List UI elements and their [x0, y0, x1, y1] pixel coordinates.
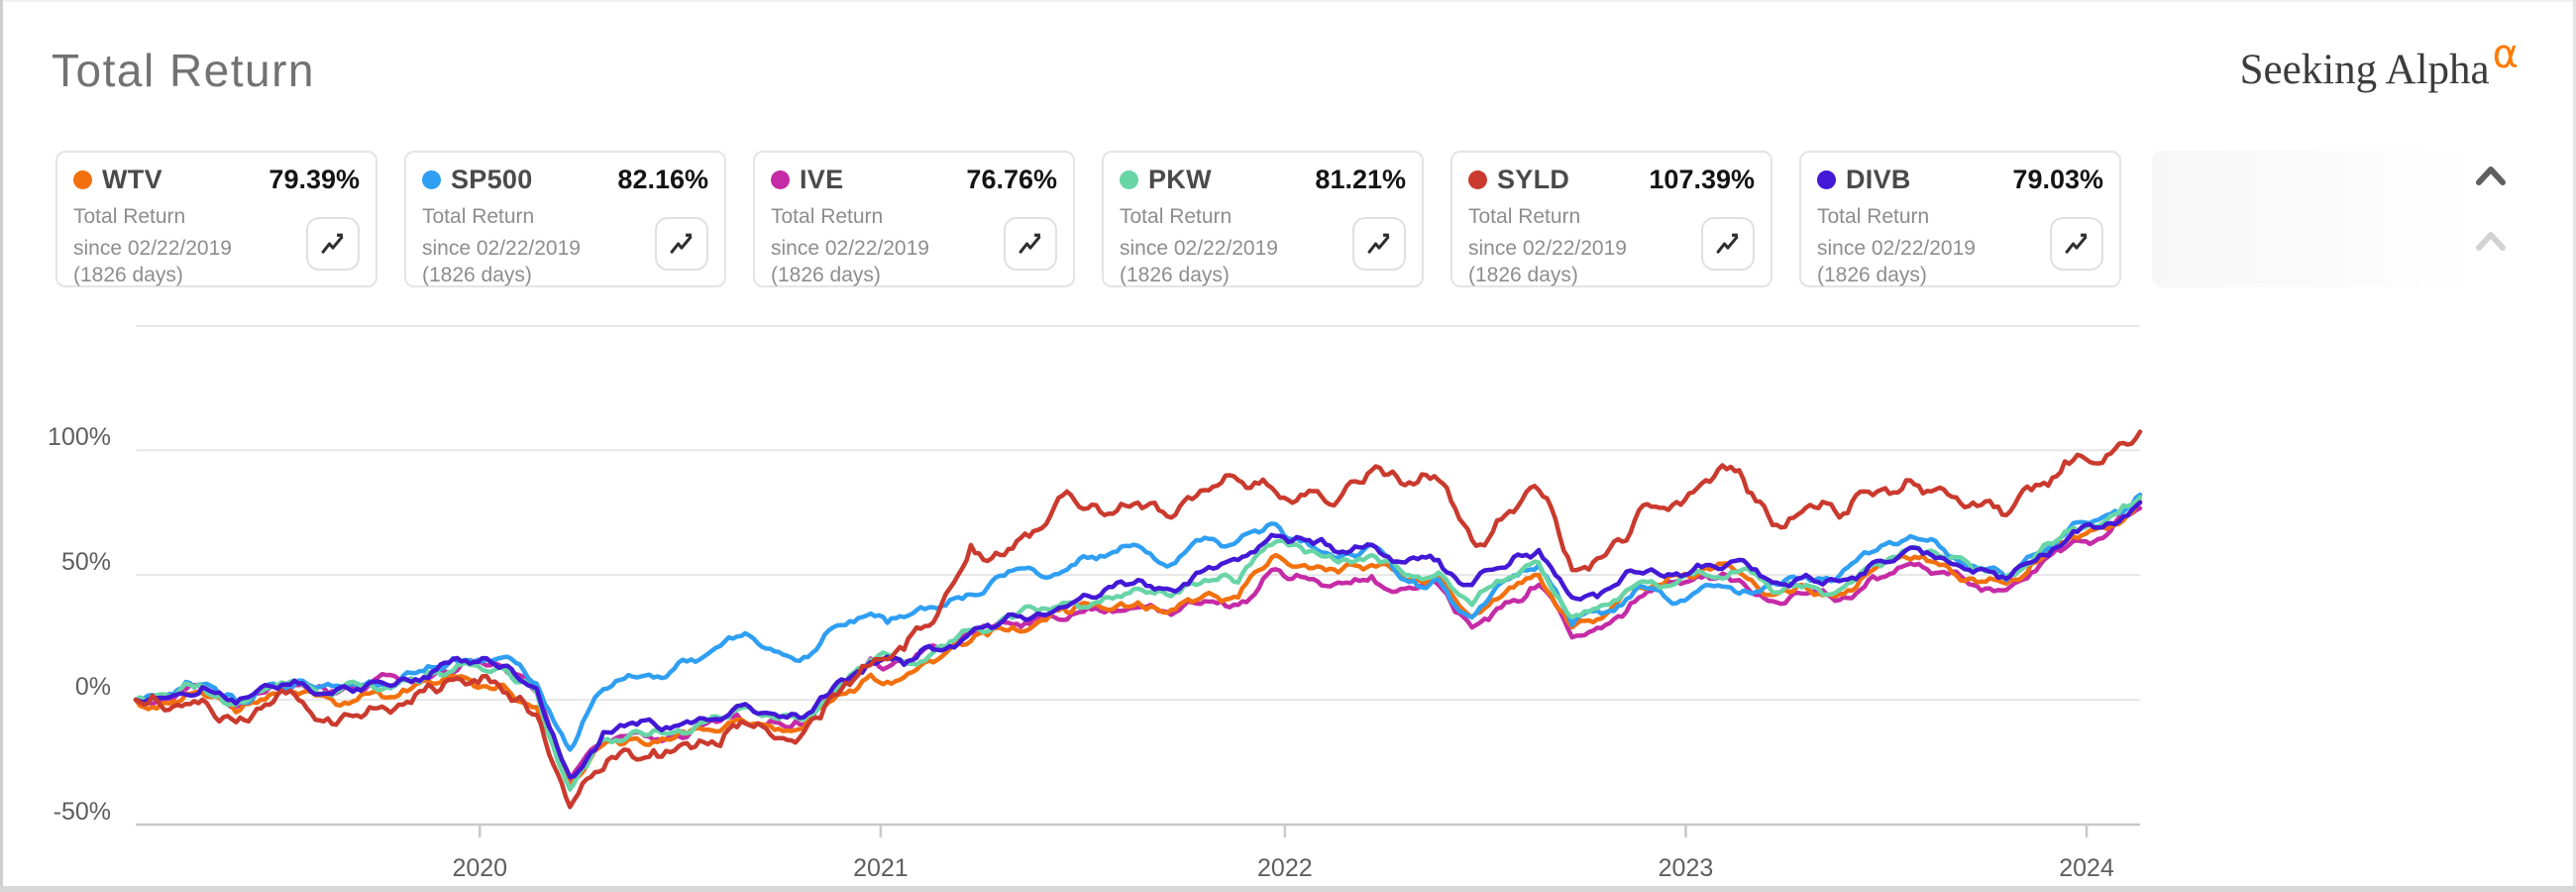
widget-bottom-border — [0, 886, 2576, 892]
legend-card-header: IVE 76.76% — [771, 165, 1057, 195]
legend-card-header: SP500 82.16% — [422, 165, 708, 195]
widget-right-border — [2573, 0, 2576, 892]
series-color-dot — [1120, 170, 1138, 189]
return-value: 79.03% — [2012, 165, 2103, 194]
legend-scroll-up-button[interactable] — [2469, 157, 2513, 196]
y-axis-label-0%: 0% — [74, 673, 111, 701]
card-since-date: since 02/22/2019 — [1120, 237, 1278, 260]
trend-line-icon — [670, 233, 693, 254]
legend-card-header: PKW 81.21% — [1120, 165, 1406, 195]
ticker-label: DIVB — [1846, 165, 1911, 194]
series-line-sp500 — [133, 492, 2143, 752]
legend-card-header: DIVB 79.03% — [1817, 165, 2103, 195]
page-title: Total Return — [52, 45, 316, 96]
widget-top-border — [0, 0, 2576, 2]
card-subtitle: Total Return — [73, 205, 186, 228]
ticker-label: IVE — [800, 165, 844, 194]
series-color-dot — [771, 170, 790, 189]
x-axis-label-2021: 2021 — [853, 854, 909, 882]
legend-card-header: SYLD 107.39% — [1468, 165, 1755, 195]
trend-line-icon — [1716, 233, 1739, 254]
open-chart-button[interactable] — [1352, 217, 1406, 271]
chevron-up-icon — [2476, 232, 2506, 251]
series-color-dot — [422, 170, 441, 189]
ticker-label: SP500 — [451, 165, 533, 194]
trend-line-icon — [1019, 233, 1041, 254]
card-days-count: (1826 days) — [1468, 264, 1578, 286]
chevron-up-icon — [2476, 167, 2506, 185]
alpha-icon: α — [2492, 32, 2519, 77]
return-value: 82.16% — [617, 165, 708, 194]
series-line-pkw — [133, 495, 2143, 792]
card-subtitle: Total Return — [771, 205, 884, 228]
card-days-count: (1826 days) — [422, 264, 532, 286]
series-color-dot — [73, 170, 92, 189]
y-axis-label--50%: -50% — [53, 798, 111, 826]
x-axis-label-2024: 2024 — [2059, 854, 2114, 882]
open-chart-button[interactable] — [1004, 217, 1057, 271]
card-days-count: (1826 days) — [73, 264, 183, 286]
x-axis-label-2022: 2022 — [1257, 854, 1313, 882]
card-since-date: since 02/22/2019 — [1817, 237, 1976, 260]
ticker-label: SYLD — [1497, 165, 1570, 194]
card-subtitle: Total Return — [1468, 205, 1581, 228]
return-value: 81.21% — [1315, 165, 1406, 194]
series-color-dot — [1817, 170, 1836, 189]
x-axis-label-2023: 2023 — [1658, 854, 1714, 882]
x-axis-label-2020: 2020 — [452, 854, 508, 882]
return-value: 76.76% — [966, 165, 1057, 194]
open-chart-button[interactable] — [2050, 217, 2103, 271]
open-chart-button[interactable] — [655, 217, 708, 271]
card-since-date: since 02/22/2019 — [771, 237, 929, 260]
legend-fade-overlay — [2152, 151, 2479, 287]
legend-card-wtv[interactable]: WTV 79.39% Total Return since 02/22/2019… — [55, 151, 377, 287]
trend-line-icon — [321, 233, 344, 254]
return-value: 79.39% — [268, 165, 360, 194]
card-since-date: since 02/22/2019 — [1468, 237, 1627, 260]
legend-card-pkw[interactable]: PKW 81.21% Total Return since 02/22/2019… — [1102, 151, 1424, 287]
legend-card-sp500[interactable]: SP500 82.16% Total Return since 02/22/20… — [404, 151, 726, 287]
y-axis-label-50%: 50% — [60, 548, 111, 577]
card-since-date: since 02/22/2019 — [73, 237, 232, 260]
brand-name: Seeking Alpha — [2239, 47, 2490, 93]
ticker-label: WTV — [102, 165, 162, 194]
legend-card-divb[interactable]: DIVB 79.03% Total Return since 02/22/201… — [1799, 151, 2121, 287]
widget-left-border — [0, 0, 3, 892]
trend-line-icon — [2065, 233, 2088, 254]
seeking-alpha-logo: Seeking Alphaα — [2239, 32, 2519, 94]
series-line-divb — [133, 500, 2143, 780]
card-since-date: since 02/22/2019 — [422, 237, 581, 260]
y-axis-label-100%: 100% — [48, 423, 111, 452]
trend-line-icon — [1367, 233, 1390, 254]
series-line-ive — [133, 505, 2143, 785]
card-days-count: (1826 days) — [1817, 264, 1927, 286]
series-color-dot — [1468, 170, 1487, 189]
open-chart-button[interactable] — [306, 217, 360, 271]
legend-card-row: WTV 79.39% Total Return since 02/22/2019… — [55, 151, 2121, 287]
ticker-label: PKW — [1148, 165, 1212, 194]
legend-card-header: WTV 79.39% — [73, 165, 360, 195]
card-subtitle: Total Return — [422, 205, 535, 228]
series-line-syld — [133, 429, 2143, 810]
return-value: 107.39% — [1649, 165, 1755, 194]
card-subtitle: Total Return — [1120, 205, 1233, 228]
open-chart-button[interactable] — [1701, 217, 1755, 271]
legend-scroll-up-disabled-button[interactable] — [2469, 222, 2513, 262]
card-days-count: (1826 days) — [771, 264, 881, 286]
legend-card-syld[interactable]: SYLD 107.39% Total Return since 02/22/20… — [1450, 151, 1772, 287]
card-subtitle: Total Return — [1817, 205, 1930, 228]
legend-card-ive[interactable]: IVE 76.76% Total Return since 02/22/2019… — [753, 151, 1075, 287]
card-days-count: (1826 days) — [1120, 264, 1230, 286]
